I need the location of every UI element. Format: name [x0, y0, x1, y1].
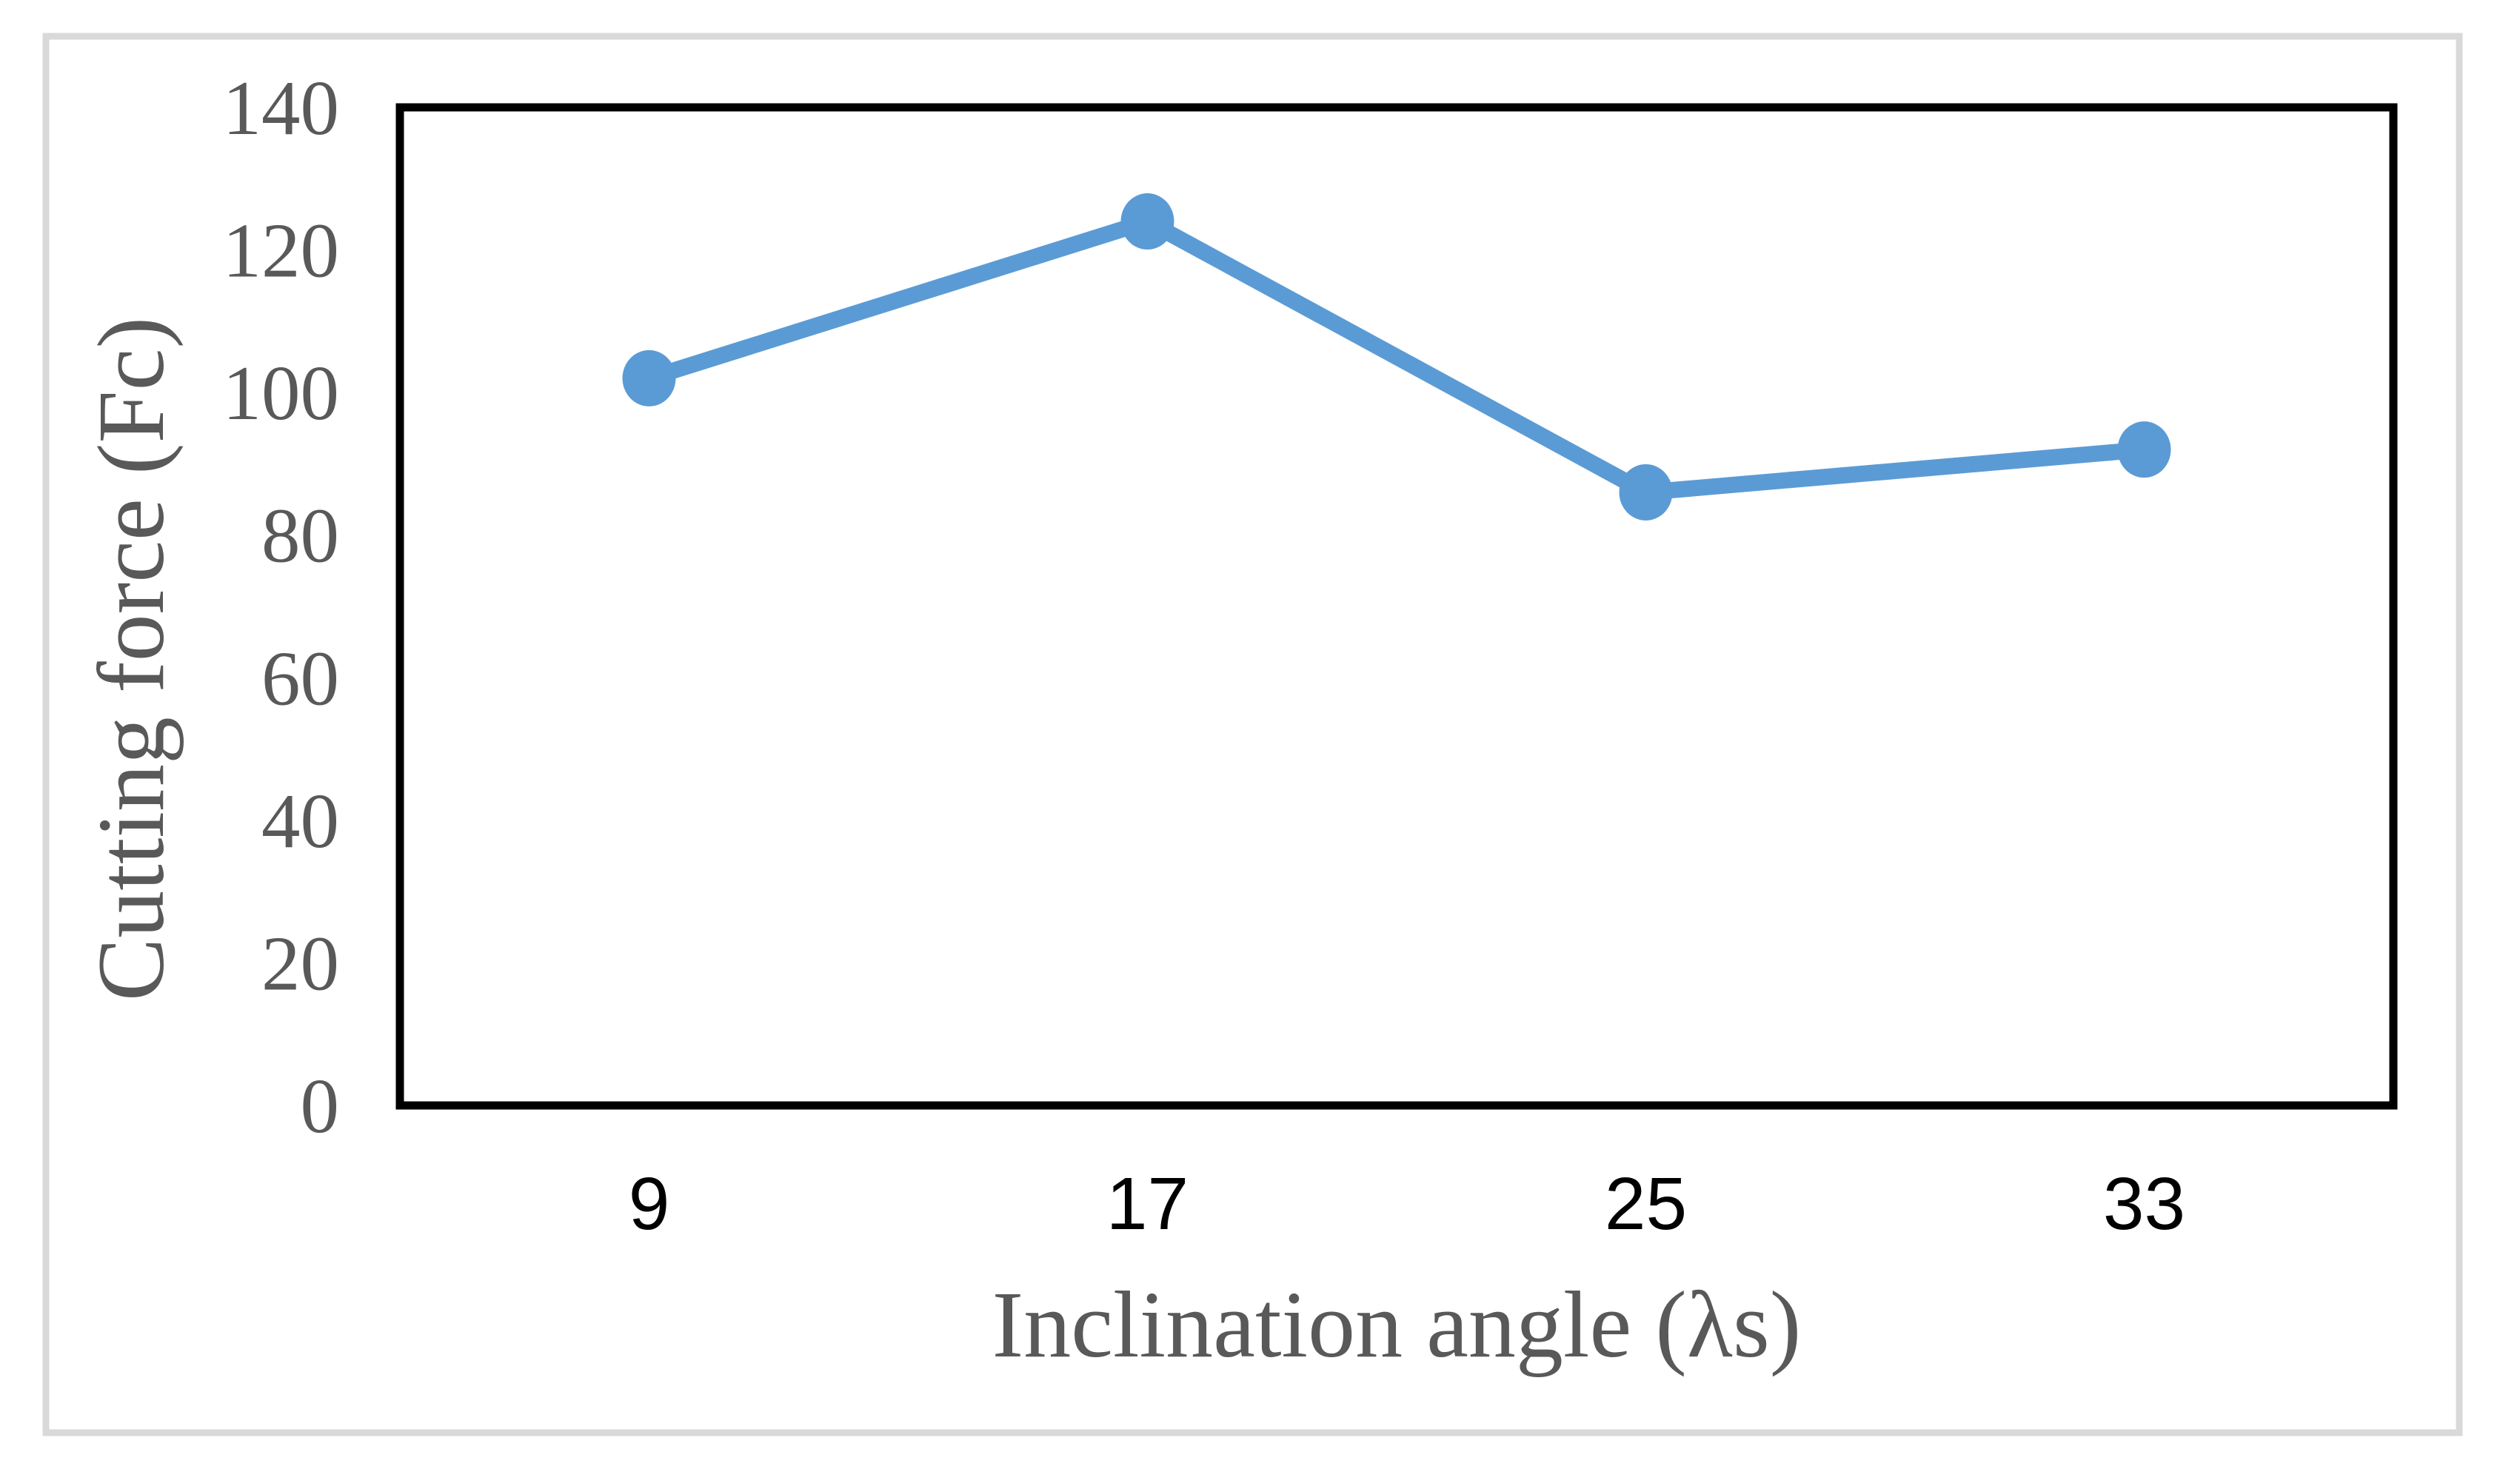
- series-group: [622, 193, 2171, 521]
- y-axis-tick-label: 0: [301, 1063, 340, 1149]
- figure-border: [42, 33, 2463, 1436]
- y-axis-tick-label: 40: [261, 777, 339, 864]
- x-axis-tick-label: 33: [2103, 1162, 2185, 1245]
- y-axis-title: Cutting force (Fc): [78, 317, 184, 1001]
- x-axis-title: Inclination angle (λs): [992, 1272, 1802, 1377]
- y-axis-tick-label: 140: [223, 64, 340, 151]
- y-axis-tick-label: 20: [261, 920, 339, 1006]
- data-point-marker: [1120, 193, 1174, 250]
- series-line: [641, 213, 2153, 501]
- data-point-marker: [2117, 421, 2171, 478]
- x-axis-tick-label: 25: [1605, 1162, 1687, 1245]
- x-axis-tick-label: 9: [629, 1162, 670, 1245]
- x-axis-tick-label: 17: [1106, 1162, 1189, 1245]
- plot-area-border: [395, 103, 2398, 1110]
- y-axis-tick-labels: 0 20 40 60 80 100 120 140: [223, 64, 340, 1149]
- x-axis-tick-labels: 9 17 25 33: [629, 1162, 2185, 1245]
- y-axis-tick-label: 60: [261, 635, 339, 721]
- data-point-marker: [1619, 464, 1673, 521]
- y-axis-tick-label: 100: [223, 349, 340, 436]
- y-axis-tick-label: 80: [261, 492, 339, 579]
- y-axis-tick-label: 120: [223, 207, 340, 294]
- data-point-marker: [622, 349, 676, 406]
